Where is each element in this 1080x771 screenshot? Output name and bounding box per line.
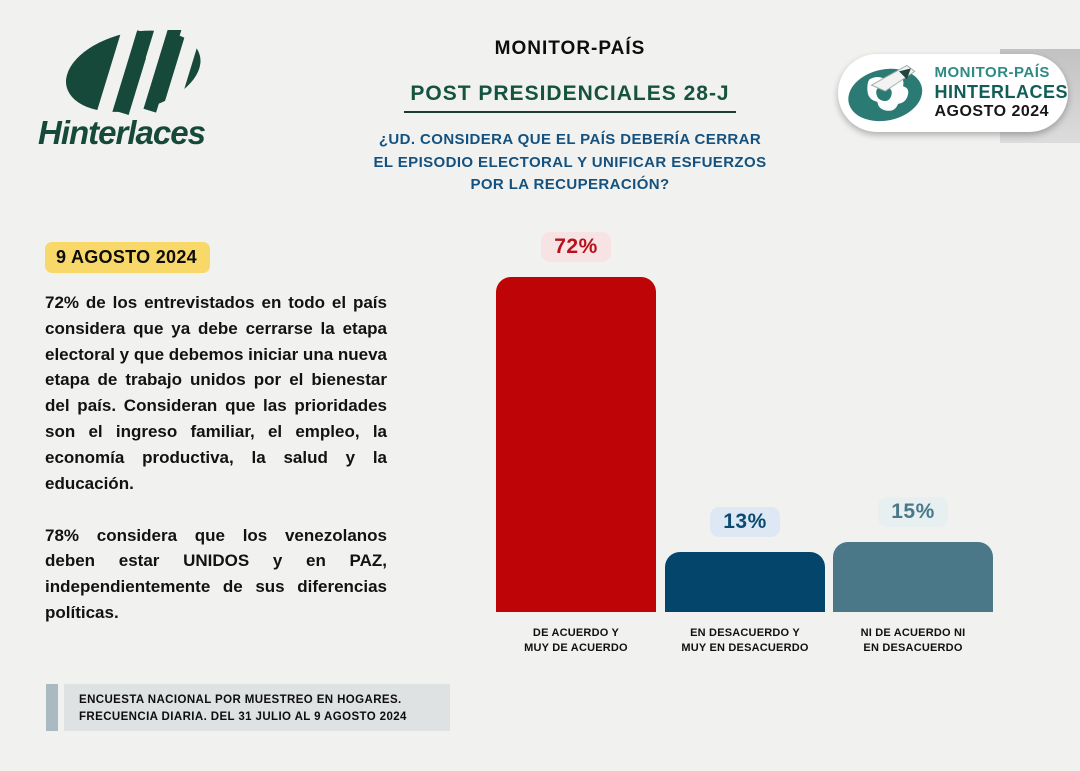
summary-column: 9 AGOSTO 2024 72% de los entrevistados e…: [45, 242, 387, 626]
date-badge: 9 AGOSTO 2024: [45, 242, 210, 273]
monitor-pais-badge: MONITOR-PAÍS HINTERLACES AGOSTO 2024: [838, 54, 1068, 132]
bar-category-label: DE ACUERDO Y MUY DE ACUERDO: [524, 627, 628, 655]
bar-segment: [496, 277, 656, 612]
methodology-line-2: FRECUENCIA DIARIA. DEL 31 JULIO AL 9 AGO…: [79, 710, 407, 723]
badge-monitor-pais: MONITOR-PAÍS: [934, 64, 1050, 82]
brand-wordmark: Hinterlaces: [38, 114, 206, 151]
bar-segment: [833, 542, 993, 612]
badge-hinterlaces: HINTERLACES: [934, 81, 1068, 102]
bar-value-label: 13%: [665, 507, 825, 537]
methodology-line-1: ENCUESTA NACIONAL POR MUESTREO EN HOGARE…: [79, 694, 402, 706]
title-block: MONITOR-PAÍS POST PRESIDENCIALES 28-J ¿U…: [320, 38, 820, 197]
bar-chart: 72% DE ACUERDO Y MUY DE ACUERDO 13% EN DESA…: [496, 228, 996, 668]
summary-paragraph-2: 78% considera que los venezolanos deben …: [45, 525, 387, 623]
badge-agosto-2024: AGOSTO 2024: [934, 103, 1050, 121]
bar-value-label: 15%: [833, 497, 993, 527]
methodology-note: ENCUESTA NACIONAL POR MUESTREO EN HOGARE…: [64, 684, 450, 731]
survey-question: ¿UD. CONSIDERA QUE EL PAÍS DEBERÍA CERRA…: [373, 131, 767, 193]
footer-accent-bar: [46, 684, 58, 731]
page-title: MONITOR-PAÍS: [494, 38, 646, 59]
hinterlaces-logo-icon: [65, 30, 208, 116]
bar-value-label: 72%: [496, 232, 656, 262]
page-subtitle: POST PRESIDENCIALES 28-J: [404, 82, 736, 113]
summary-paragraph-1: 72% de los entrevistados en todo el país…: [45, 293, 388, 493]
globe-pen-icon: [848, 64, 923, 122]
bar-category-label: EN DESACUERDO Y MUY EN DESACUERDO: [681, 627, 809, 655]
bar-segment: [665, 552, 825, 612]
hinterlaces-logo-block: Hinterlaces: [38, 30, 258, 152]
bar-category-label: NI DE ACUERDO NI EN DESACUERDO: [860, 627, 966, 655]
